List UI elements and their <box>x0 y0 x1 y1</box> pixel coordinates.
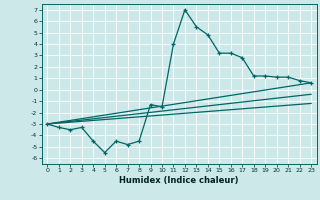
X-axis label: Humidex (Indice chaleur): Humidex (Indice chaleur) <box>119 176 239 185</box>
